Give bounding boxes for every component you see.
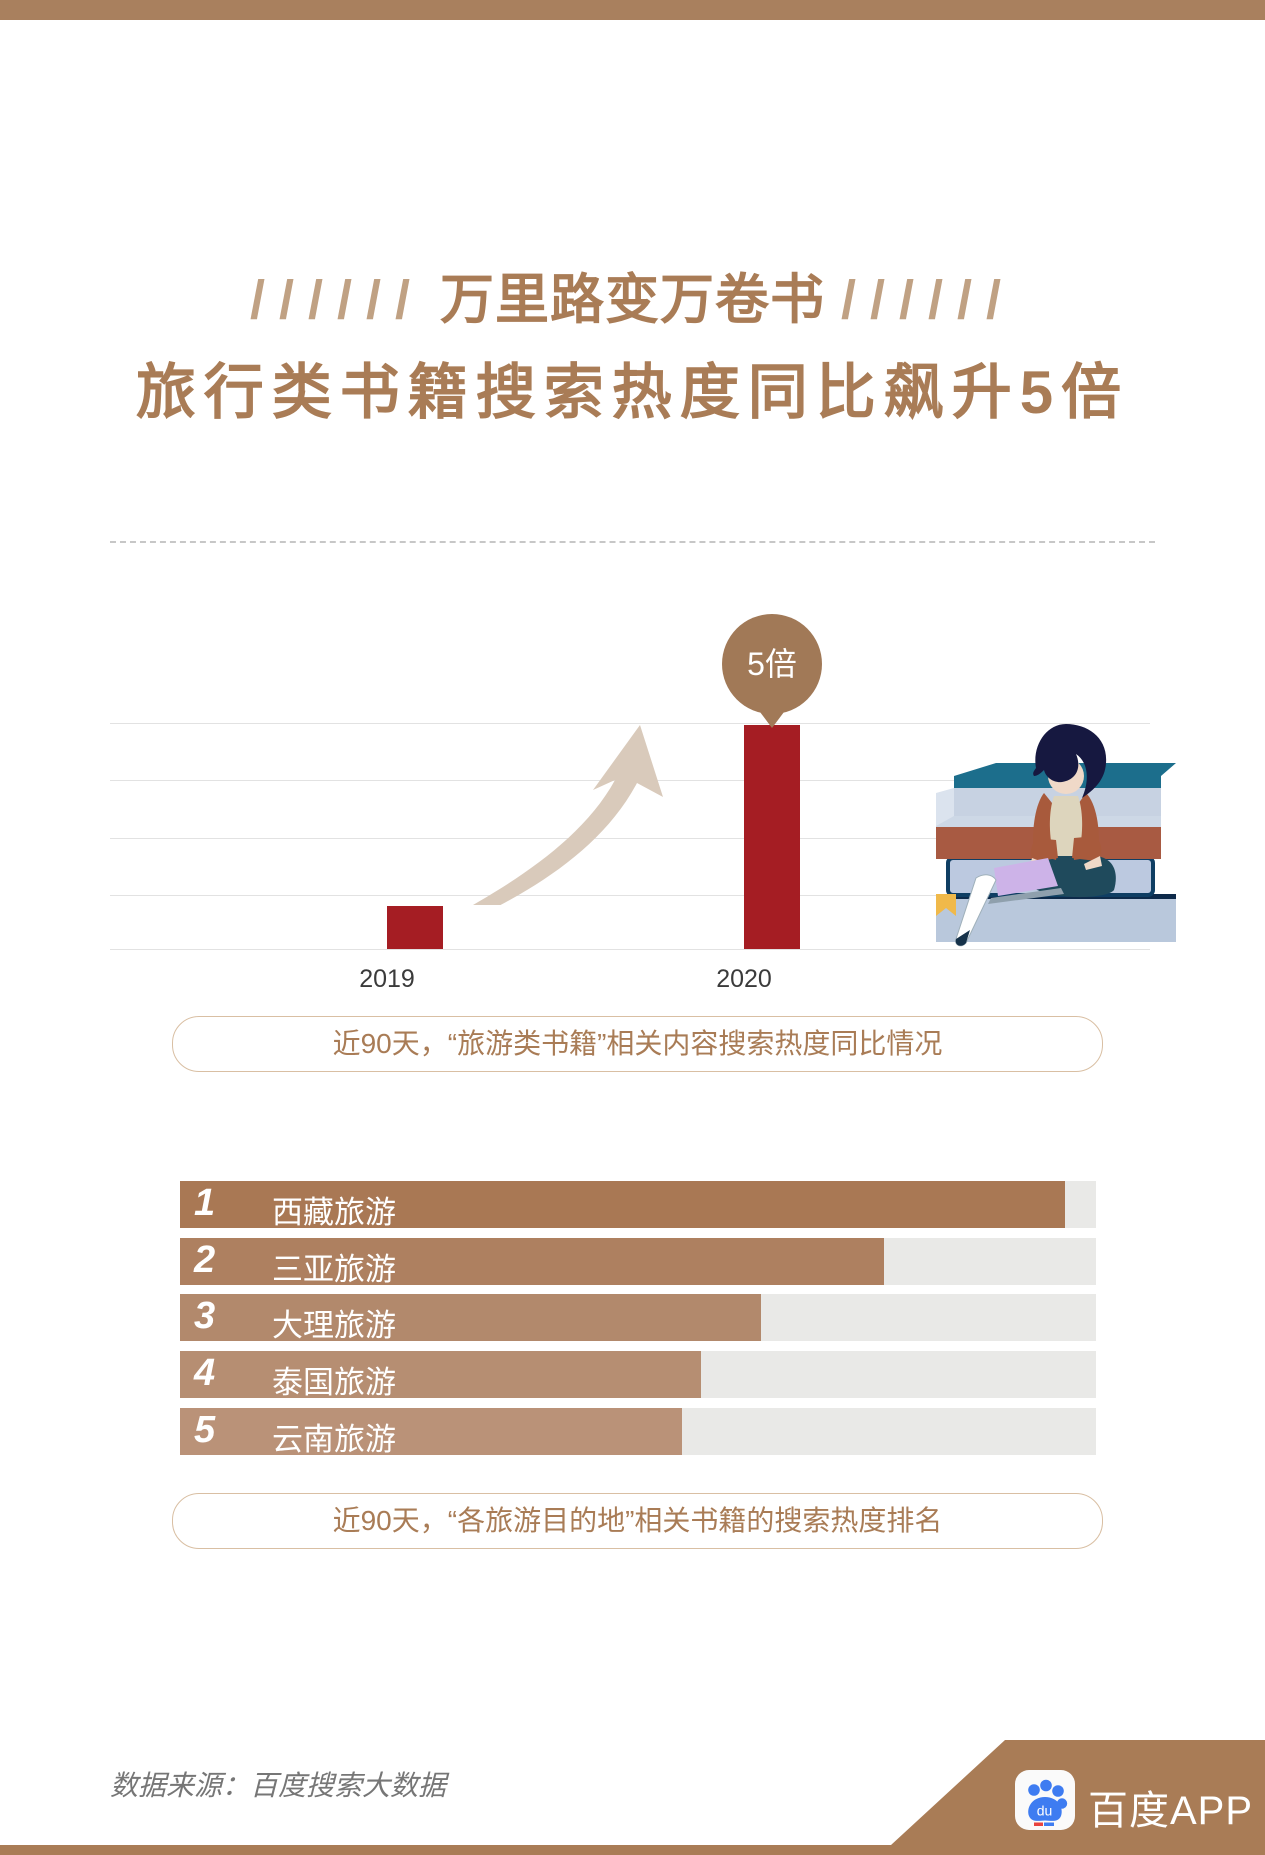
- svg-text:du: du: [1037, 1803, 1053, 1819]
